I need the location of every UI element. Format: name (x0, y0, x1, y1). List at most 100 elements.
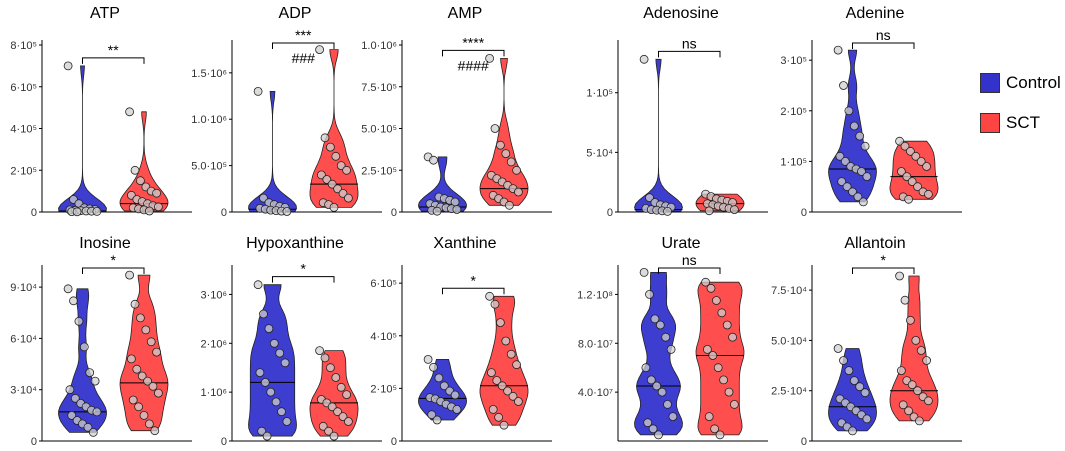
panel-title: Urate (661, 235, 700, 252)
data-point (704, 206, 714, 216)
y-tick-label: 3·10⁵ (780, 55, 807, 67)
panel-allantoin: Allantoin 0 2.5·10⁴ 5.0·10⁴ 7.5·10⁴ * (771, 235, 962, 448)
y-tick-label: 6·10⁵ (370, 278, 397, 290)
data-point (134, 402, 144, 412)
data-point (514, 397, 523, 406)
significance-label: ns (876, 27, 891, 43)
data-point (701, 277, 710, 287)
data-point (728, 332, 737, 342)
data-point (708, 351, 718, 360)
data-point (913, 386, 922, 396)
significance-label: #### (458, 57, 489, 73)
data-point (65, 385, 75, 395)
y-tick-label: 0 (391, 436, 397, 448)
y-tick-label: 9·10⁴ (10, 282, 37, 294)
data-point (275, 348, 285, 358)
y-tick-label: 1·10⁵ (780, 156, 807, 168)
data-point (85, 368, 95, 378)
data-point (858, 197, 868, 207)
significance-bracket (852, 42, 915, 49)
data-point (717, 308, 727, 318)
data-point (862, 414, 872, 424)
data-point (125, 107, 135, 117)
y-tick-label: 0 (31, 436, 37, 448)
data-point (152, 188, 162, 198)
data-point (128, 395, 138, 405)
data-point (329, 202, 339, 212)
y-tick-label: 2·10⁵ (370, 383, 397, 395)
data-point (906, 146, 915, 156)
y-tick-label: 0 (221, 207, 227, 219)
data-point (67, 410, 77, 420)
data-point (900, 141, 910, 151)
data-point (499, 420, 509, 430)
data-point (704, 412, 714, 422)
data-point (668, 412, 678, 422)
data-point (646, 375, 656, 385)
data-point (130, 165, 140, 175)
data-point (423, 354, 433, 364)
significance-bracket (272, 276, 335, 283)
data-point (641, 363, 651, 373)
violin-control (418, 156, 467, 212)
y-tick-label: 6·10⁴ (10, 333, 37, 345)
data-point (320, 353, 330, 363)
y-tick-label: 2.5·10⁵ (361, 165, 397, 177)
data-point (902, 172, 912, 182)
data-point (643, 418, 653, 428)
data-point (501, 336, 511, 346)
data-point (913, 182, 922, 192)
significance-label: * (881, 252, 887, 268)
data-point (253, 87, 263, 96)
data-point (257, 426, 267, 436)
data-point (143, 376, 153, 386)
data-point (652, 381, 662, 391)
data-point (427, 410, 437, 420)
y-tick-label: 0 (801, 436, 807, 448)
panel-title: AMP (448, 5, 483, 22)
data-point (645, 193, 654, 203)
data-point (504, 200, 514, 210)
y-tick-label: 4·10⁵ (10, 124, 37, 136)
data-point (144, 419, 154, 429)
data-point (857, 167, 866, 176)
y-tick-label: 5.0·10⁵ (361, 124, 397, 136)
data-point (654, 430, 663, 440)
data-point (512, 165, 521, 175)
data-point (916, 346, 926, 355)
data-point (663, 399, 672, 409)
data-point (840, 156, 850, 166)
data-point (269, 338, 279, 348)
significance-bracket (442, 49, 505, 57)
data-point (92, 206, 102, 216)
data-point (333, 407, 343, 417)
y-tick-label: 0 (801, 207, 807, 219)
significance-bracket (82, 57, 145, 64)
data-point (255, 368, 265, 378)
data-point (497, 381, 507, 391)
data-point (906, 315, 915, 325)
data-point (495, 140, 505, 150)
legend-swatch-sct (980, 113, 1000, 133)
data-point (666, 344, 676, 354)
data-point (450, 390, 460, 400)
data-point (495, 318, 505, 328)
y-tick-label: 2·10⁶ (200, 338, 227, 350)
y-tick-label: 7.5·10⁴ (771, 285, 807, 297)
data-point (139, 410, 149, 420)
data-point (342, 390, 352, 400)
data-point (324, 426, 334, 436)
data-point (318, 421, 328, 431)
data-point (719, 375, 728, 385)
data-point (924, 189, 933, 199)
significance-bracket (272, 42, 335, 49)
panel-adp: ADP 0 5.0·10⁵ 1.0·10⁶ 1.5·10⁶ *** ### (191, 5, 382, 219)
data-point (336, 382, 346, 392)
data-point (895, 136, 904, 146)
data-point (655, 320, 665, 330)
data-point (844, 366, 854, 376)
data-point (70, 393, 80, 403)
data-point (713, 363, 723, 373)
y-tick-label: 3·10⁴ (10, 385, 37, 397)
